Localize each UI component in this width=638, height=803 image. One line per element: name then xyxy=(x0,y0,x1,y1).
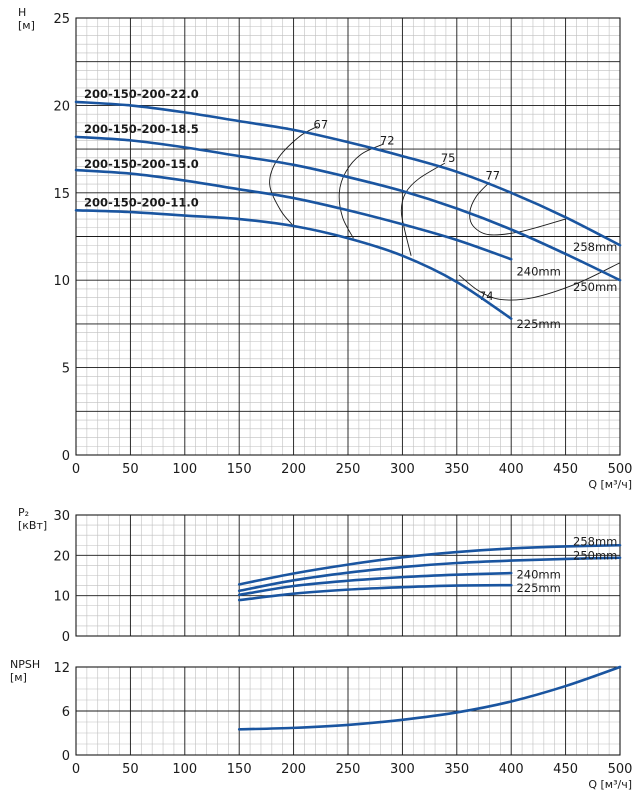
y-axis-label: [м] xyxy=(18,19,35,32)
series-line-225mm xyxy=(74,208,513,320)
y-tick-label: 10 xyxy=(53,274,70,289)
series-end-label: 258mm xyxy=(573,240,617,254)
x-tick-label: 350 xyxy=(444,462,469,477)
y-tick-label: 0 xyxy=(62,630,70,645)
y-tick-label: 5 xyxy=(62,362,70,377)
efficiency-contour xyxy=(458,262,621,301)
y-tick-label: 25 xyxy=(53,12,70,27)
x-tick-label: 150 xyxy=(227,762,252,777)
x-tick-label: 0 xyxy=(72,462,80,477)
y-axis-label: H xyxy=(18,6,26,19)
y-tick-label: 0 xyxy=(62,449,70,464)
series-line-258mm xyxy=(74,100,622,247)
series-line-240mm xyxy=(237,571,513,597)
y-axis-label: [м] xyxy=(10,671,27,684)
y-axis-label: P₂ xyxy=(18,506,29,519)
x-tick-label: 200 xyxy=(281,462,306,477)
y-tick-label: 0 xyxy=(62,749,70,764)
series-end-label: 250mm xyxy=(573,549,617,563)
model-label: 200-150-200-15.0 xyxy=(84,157,199,171)
y-tick-label: 30 xyxy=(53,509,70,524)
model-label: 200-150-200-22.0 xyxy=(84,87,199,101)
plot-frame xyxy=(75,17,621,456)
series-line-250mm xyxy=(74,135,622,282)
efficiency-label: 67 xyxy=(314,118,329,132)
series-line-250mm xyxy=(237,556,622,593)
x-tick-label: 450 xyxy=(553,462,578,477)
npsh-panel: 0 6 12 0 50 100 150 200 250 300 350 400 450 500 NPSH[м… xyxy=(10,658,632,791)
x-tick-label: 50 xyxy=(122,762,139,777)
efficiency-contour xyxy=(269,125,318,227)
series-end-label: 258mm xyxy=(573,535,617,549)
series-line-225mm xyxy=(237,583,513,602)
efficiency-contour xyxy=(338,143,385,239)
model-label: 200-150-200-18.5 xyxy=(84,122,199,136)
x-tick-label: 300 xyxy=(390,462,415,477)
series-end-label: 225mm xyxy=(516,317,560,331)
efficiency-label: 75 xyxy=(441,151,456,165)
x-tick-label: 0 xyxy=(72,762,80,777)
x-tick-label: 300 xyxy=(390,762,415,777)
y-axis-label: [кВт] xyxy=(18,519,47,532)
plot-frame xyxy=(75,666,621,756)
x-tick-label: 100 xyxy=(172,762,197,777)
x-tick-label: 450 xyxy=(553,762,578,777)
series-end-label: 240mm xyxy=(516,264,560,278)
efficiency-contour xyxy=(400,162,446,256)
x-tick-label: 350 xyxy=(444,762,469,777)
y-tick-label: 15 xyxy=(53,187,70,202)
x-tick-label: 50 xyxy=(122,462,139,477)
x-tick-label: 250 xyxy=(336,762,361,777)
y-tick-label: 20 xyxy=(53,549,70,564)
y-axis-label: NPSH xyxy=(10,658,40,671)
plot-frame xyxy=(75,514,621,637)
model-label: 200-150-200-11.0 xyxy=(84,195,199,209)
x-tick-label: 200 xyxy=(281,762,306,777)
x-tick-label: 400 xyxy=(499,762,524,777)
x-tick-label: 250 xyxy=(336,462,361,477)
series-line-NPSH xyxy=(237,665,622,731)
x-tick-label: 100 xyxy=(172,462,197,477)
x-axis-label: Q [м³/ч] xyxy=(588,778,632,791)
series-line-240mm xyxy=(74,168,513,261)
x-tick-label: 500 xyxy=(608,462,633,477)
x-axis-label: Q [м³/ч] xyxy=(588,478,632,491)
y-tick-label: 10 xyxy=(53,590,70,605)
series-end-label: 250mm xyxy=(573,280,617,294)
x-tick-label: 150 xyxy=(227,462,252,477)
y-tick-label: 6 xyxy=(62,705,70,720)
efficiency-label: 72 xyxy=(380,133,395,147)
y-tick-label: 12 xyxy=(53,661,70,676)
series-end-label: 240mm xyxy=(516,567,560,581)
efficiency-label: 77 xyxy=(485,168,500,182)
series-line-258mm xyxy=(237,543,622,586)
x-tick-label: 400 xyxy=(499,462,524,477)
efficiency-contour xyxy=(469,182,566,236)
y-tick-label: 20 xyxy=(53,99,70,114)
x-tick-label: 500 xyxy=(608,762,633,777)
series-end-label: 225mm xyxy=(516,581,560,595)
